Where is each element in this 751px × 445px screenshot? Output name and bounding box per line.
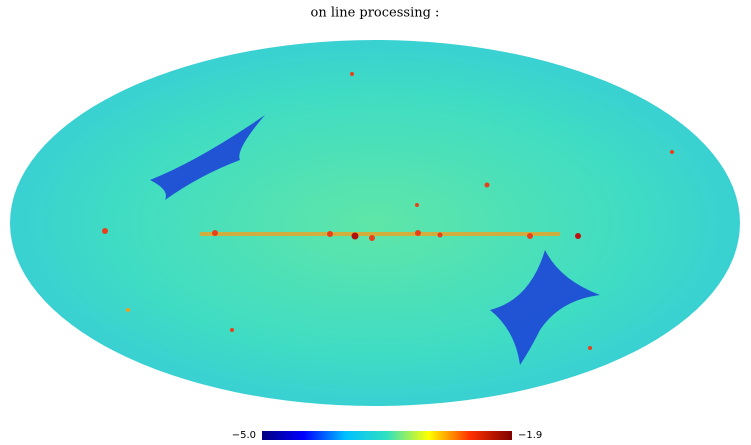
colorbar-tick-label: −1.9 [518,430,542,441]
colorbar-gradient [262,431,512,440]
chart-title: on line processing : [311,6,440,21]
sky-map [10,40,740,406]
colorbar-tick-label: −5.0 [232,430,256,441]
galactic-plane [102,72,674,350]
dark-region [150,115,600,365]
map-ellipse [10,40,740,406]
colorbar: −5.0 −1.9 [232,430,543,441]
